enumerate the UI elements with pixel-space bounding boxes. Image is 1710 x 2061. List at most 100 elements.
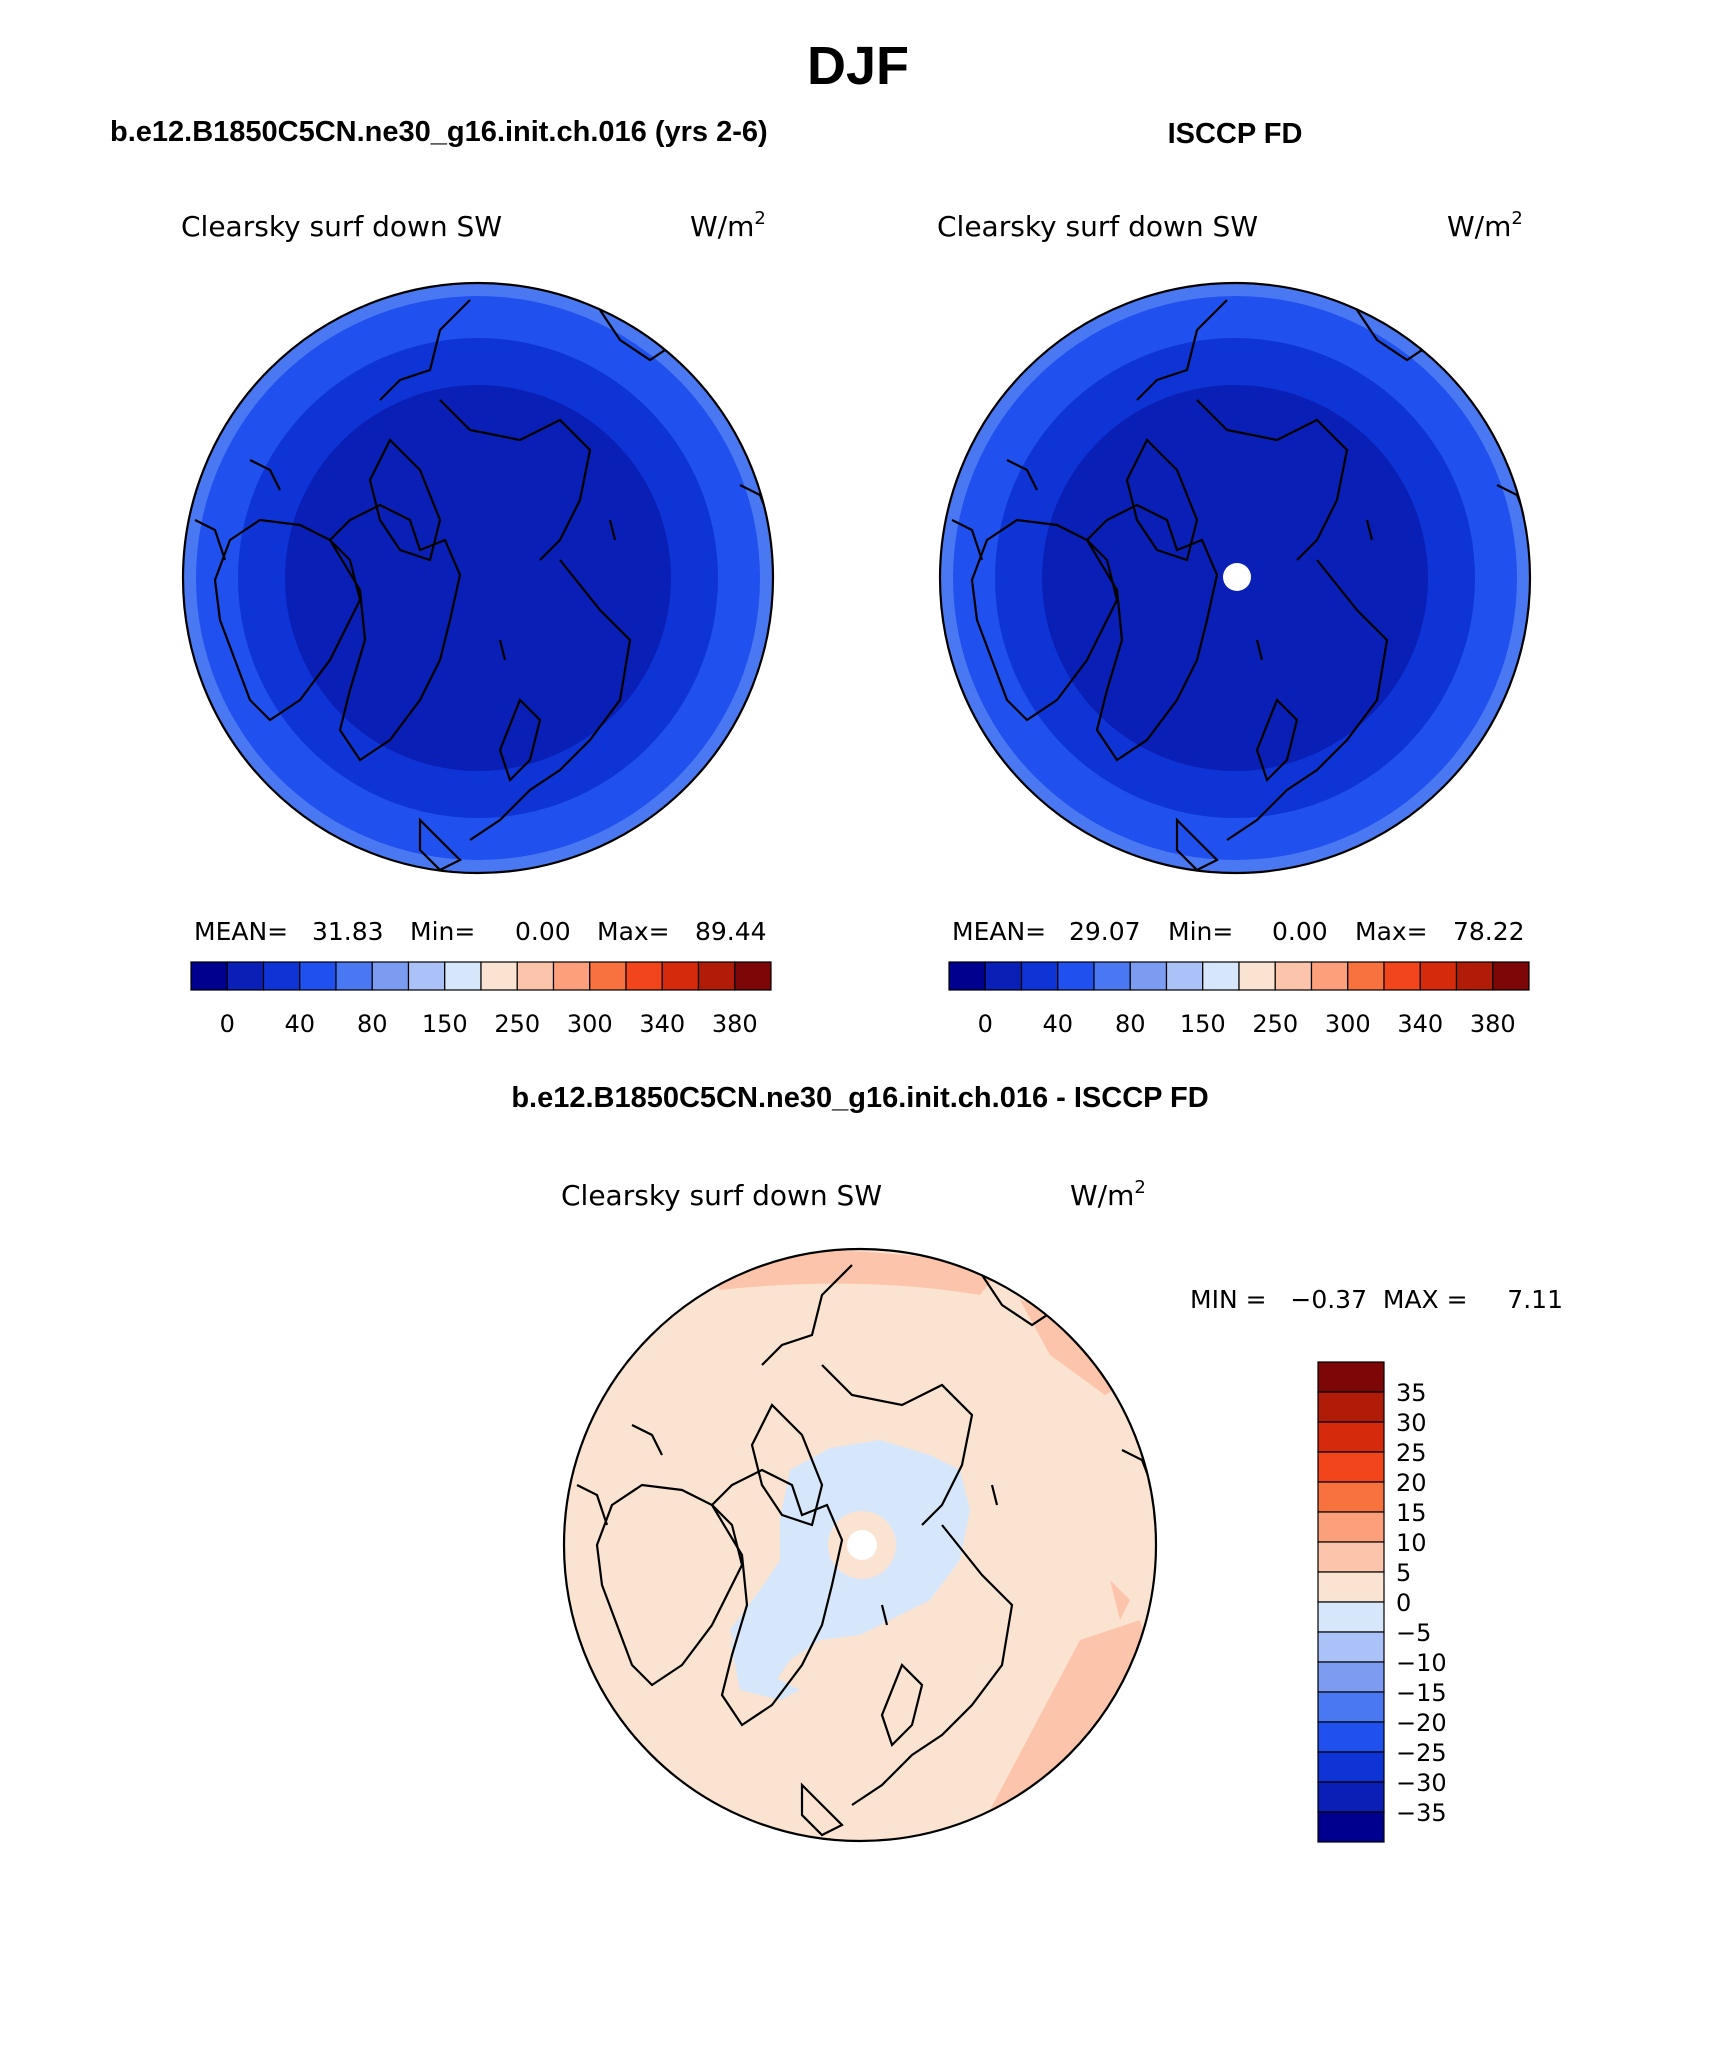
diff-colorbar-swatch-15 xyxy=(1317,1811,1385,1843)
model-colorbar-swatch-2 xyxy=(262,961,301,991)
season-title: DJF xyxy=(807,36,909,96)
model-colorbar-swatch-7 xyxy=(444,961,482,991)
obs-colorbar-swatch-9 xyxy=(1274,961,1313,991)
diff-colorbar-tick-label: 30 xyxy=(1396,1409,1427,1437)
model-colorbar-tick-label: 80 xyxy=(357,1010,388,1038)
model-colorbar-tick-label: 300 xyxy=(567,1010,613,1038)
model-colorbar-ticks: 0 40 80 150 250 300 340 380 xyxy=(220,1010,758,1038)
obs-max-label: Max= xyxy=(1355,917,1428,946)
model-colorbar xyxy=(190,961,772,991)
diff-colorbar-swatch-6 xyxy=(1317,1541,1385,1573)
obs-colorbar-swatch-7 xyxy=(1202,961,1240,991)
diff-colorbar-tick-label: −15 xyxy=(1396,1679,1447,1707)
obs-colorbar-swatch-1 xyxy=(984,961,1023,991)
model-max-label: Max= xyxy=(597,917,670,946)
model-colorbar-swatch-3 xyxy=(299,961,337,991)
obs-min-value: 0.00 xyxy=(1272,917,1328,946)
obs-colorbar-tick-label: 380 xyxy=(1470,1010,1516,1038)
obs-mean-label: MEAN= xyxy=(952,917,1046,946)
obs-colorbar-tick-label: 150 xyxy=(1180,1010,1226,1038)
obs-map-border xyxy=(938,281,1532,875)
model-colorbar-swatch-12 xyxy=(625,961,663,991)
model-colorbar-tick-label: 0 xyxy=(220,1010,235,1038)
diff-variable-label: Clearsky surf down SW xyxy=(561,1179,882,1212)
diff-colorbar-swatch-1 xyxy=(1317,1391,1385,1423)
obs-colorbar-swatch-8 xyxy=(1238,961,1276,991)
diff-missing-pole xyxy=(847,1530,877,1560)
diff-colorbar-swatch-3 xyxy=(1317,1451,1385,1483)
obs-colorbar xyxy=(948,961,1530,991)
diff-colorbar-swatch-0 xyxy=(1317,1361,1385,1393)
diff-colorbar-swatch-14 xyxy=(1317,1781,1385,1813)
diff-min-max: MIN = −0.37 MAX = 7.11 xyxy=(1190,1285,1563,1314)
obs-colorbar-swatch-14 xyxy=(1455,961,1494,991)
model-stats: MEAN= 31.83 Min= 0.00 Max= 89.44 xyxy=(194,917,767,946)
obs-colorbar-swatch-0 xyxy=(948,961,986,991)
diff-colorbar-swatch-9 xyxy=(1317,1631,1385,1663)
diff-colorbar-tick-label: 25 xyxy=(1396,1439,1427,1467)
diff-colorbar-swatch-4 xyxy=(1317,1481,1385,1513)
model-colorbar-tick-label: 150 xyxy=(422,1010,468,1038)
obs-colorbar-swatch-6 xyxy=(1165,961,1204,991)
diff-panel-heading: b.e12.B1850C5CN.ne30_g16.init.ch.016 - I… xyxy=(511,1082,1208,1114)
diff-colorbar-tick-label: −5 xyxy=(1396,1619,1431,1647)
obs-colorbar-swatch-15 xyxy=(1492,961,1530,991)
diff-colorbar-tick-label: 15 xyxy=(1396,1499,1427,1527)
model-units-label: W/m2 xyxy=(690,208,766,243)
obs-colorbar-tick-label: 40 xyxy=(1042,1010,1073,1038)
model-colorbar-swatch-5 xyxy=(371,961,410,991)
model-ring-20 xyxy=(285,385,671,771)
model-colorbar-swatch-4 xyxy=(335,961,373,991)
obs-mean-value: 29.07 xyxy=(1069,917,1141,946)
diff-region-neg5to0-b xyxy=(730,1640,800,1700)
diff-colorbar-tick-label: 20 xyxy=(1396,1469,1427,1497)
obs-colorbar-tick-label: 340 xyxy=(1397,1010,1443,1038)
obs-stats: MEAN= 29.07 Min= 0.00 Max= 78.22 xyxy=(952,917,1525,946)
model-min-value: 0.00 xyxy=(515,917,571,946)
diff-colorbar-swatch-5 xyxy=(1317,1511,1385,1543)
diff-region-5to10-east xyxy=(1110,1580,1130,1620)
model-variable-label: Clearsky surf down SW xyxy=(181,210,502,243)
obs-panel-heading: ISCCP FD xyxy=(1168,118,1303,150)
obs-colorbar-swatch-13 xyxy=(1419,961,1458,991)
diff-colorbar-tick-label: −35 xyxy=(1396,1799,1447,1827)
diff-colorbar-tick-label: −20 xyxy=(1396,1709,1447,1737)
obs-polar-map xyxy=(938,281,1532,875)
diff-colorbar-tick-label: −30 xyxy=(1396,1769,1447,1797)
model-colorbar-swatch-14 xyxy=(697,961,736,991)
diff-colorbar-swatch-8 xyxy=(1317,1601,1385,1633)
obs-colorbar-swatch-3 xyxy=(1057,961,1095,991)
model-colorbar-swatch-8 xyxy=(480,961,518,991)
model-panel-heading: b.e12.B1850C5CN.ne30_g16.init.ch.016 (yr… xyxy=(110,116,768,148)
diff-colorbar-swatch-7 xyxy=(1317,1571,1385,1603)
diff-colorbar-swatch-13 xyxy=(1317,1751,1385,1783)
diff-colorbar xyxy=(1317,1361,1385,1843)
model-polar-map xyxy=(181,281,775,875)
obs-colorbar-tick-label: 80 xyxy=(1115,1010,1146,1038)
model-colorbar-tick-label: 250 xyxy=(494,1010,540,1038)
diff-colorbar-swatch-12 xyxy=(1317,1721,1385,1753)
diff-colorbar-swatch-11 xyxy=(1317,1691,1385,1723)
model-max-value: 89.44 xyxy=(695,917,767,946)
model-colorbar-swatch-13 xyxy=(661,961,700,991)
obs-max-value: 78.22 xyxy=(1453,917,1525,946)
obs-colorbar-ticks: 0 40 80 150 250 300 340 380 xyxy=(978,1010,1516,1038)
diff-colorbar-tick-label: 35 xyxy=(1396,1379,1427,1407)
obs-colorbar-swatch-2 xyxy=(1020,961,1059,991)
model-colorbar-swatch-1 xyxy=(226,961,265,991)
obs-colorbar-swatch-11 xyxy=(1347,961,1385,991)
obs-colorbar-tick-label: 250 xyxy=(1252,1010,1298,1038)
obs-colorbar-tick-label: 300 xyxy=(1325,1010,1371,1038)
obs-units-label: W/m2 xyxy=(1447,208,1523,243)
model-colorbar-swatch-9 xyxy=(516,961,555,991)
diff-colorbar-tick-label: 0 xyxy=(1396,1589,1411,1617)
obs-colorbar-swatch-10 xyxy=(1310,961,1349,991)
diff-units-label: W/m2 xyxy=(1070,1177,1146,1212)
obs-colorbar-swatch-12 xyxy=(1383,961,1421,991)
model-colorbar-swatch-0 xyxy=(190,961,228,991)
diff-colorbar-tick-label: 5 xyxy=(1396,1559,1411,1587)
model-colorbar-tick-label: 340 xyxy=(639,1010,685,1038)
model-mean-label: MEAN= xyxy=(194,917,288,946)
